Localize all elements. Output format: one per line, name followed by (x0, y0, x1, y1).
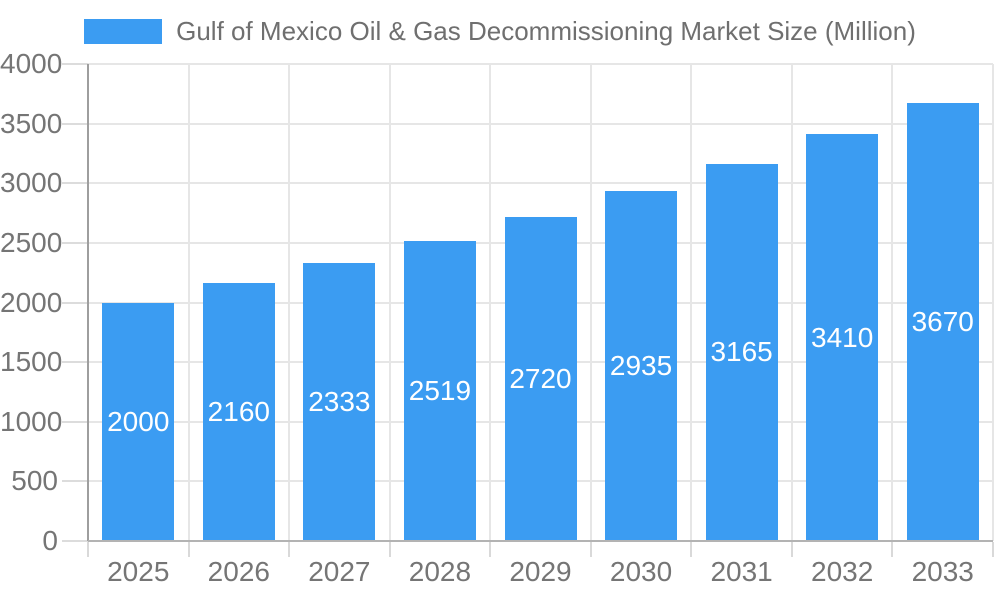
y-axis-tick-label: 4000 (0, 48, 63, 79)
y-axis-tick-label: 3500 (0, 107, 63, 139)
bar-2032: 3410 (806, 134, 879, 541)
v-gridline (489, 64, 492, 541)
y-axis-tick-label: 3000 (0, 167, 63, 199)
y-axis-tick-label: 0 (42, 525, 58, 556)
bar-2029: 2720 (504, 216, 577, 541)
y-axis-tick-label: 1500 (0, 346, 63, 378)
bar-2028: 2519 (403, 240, 476, 541)
x-axis-tick (690, 542, 693, 557)
x-axis-tick (288, 542, 291, 557)
v-gridline (891, 64, 894, 541)
h-gridline (88, 63, 993, 65)
bar-value-label: 3165 (710, 336, 773, 368)
y-axis-tick-label: 1000 (0, 405, 63, 437)
x-axis-tick-label: 2031 (710, 556, 773, 587)
bar-2027: 2333 (303, 262, 376, 541)
y-axis-tick (62, 182, 88, 185)
y-axis-tick (62, 361, 88, 364)
bar-2033: 3670 (906, 103, 979, 541)
v-gridline (790, 64, 793, 541)
x-axis-tick-label: 2025 (107, 556, 170, 587)
bar-value-label: 2333 (308, 385, 371, 417)
x-axis-tick (388, 542, 391, 557)
h-gridline (88, 122, 993, 125)
legend: Gulf of Mexico Oil & Gas Decommissioning… (0, 16, 1000, 47)
x-axis-tick-label: 2027 (308, 556, 371, 587)
x-axis-tick (489, 542, 492, 557)
x-axis-tick (891, 542, 894, 557)
bar-value-label: 3670 (911, 306, 974, 338)
y-axis-tick (62, 63, 88, 65)
bar-2031: 3165 (705, 163, 778, 541)
v-gridline (992, 64, 994, 541)
x-axis-tick (187, 542, 190, 557)
y-axis-tick (62, 122, 88, 125)
bar-2026: 2160 (202, 283, 275, 541)
y-axis-tick (62, 480, 88, 483)
bar-value-label: 2935 (609, 350, 673, 381)
x-axis-tick-label: 2029 (509, 556, 572, 587)
v-gridline (589, 64, 592, 541)
h-gridline (88, 182, 993, 185)
y-axis-tick (62, 301, 88, 304)
x-axis-tick (790, 542, 793, 557)
y-axis-line (87, 64, 89, 541)
x-axis-tick (589, 542, 592, 557)
x-axis-tick (87, 542, 89, 557)
chart-title: Gulf of Mexico Oil & Gas Decommissioning… (176, 16, 916, 46)
y-axis-tick (62, 420, 88, 423)
bar-2025: 2000 (102, 302, 175, 541)
plot-area: 2000 2160 2333 2519 2720 2935 3165 3410 3670 (88, 63, 994, 541)
bar-2030: 2935 (605, 191, 678, 541)
bar-value-label: 3410 (811, 321, 874, 353)
legend-swatch (84, 19, 163, 44)
bar-value-label: 2519 (408, 374, 472, 406)
y-axis-tick (62, 540, 88, 542)
v-gridline (288, 64, 291, 541)
x-axis-tick-label: 2032 (811, 556, 874, 587)
bar-value-label: 2000 (107, 405, 170, 437)
x-axis-line (88, 540, 993, 542)
y-axis-tick-label: 500 (11, 465, 58, 497)
x-axis-tick-label: 2033 (911, 556, 974, 587)
x-axis-tick-label: 2026 (207, 556, 270, 587)
x-axis-tick-label: 2028 (408, 556, 472, 587)
v-gridline (187, 64, 190, 541)
x-axis-tick-label: 2030 (609, 556, 673, 587)
bar-value-label: 2160 (207, 396, 270, 428)
y-axis-tick-label: 2000 (0, 286, 63, 318)
y-axis-tick-label: 2500 (0, 226, 63, 258)
x-axis-tick (992, 542, 994, 557)
v-gridline (388, 64, 391, 541)
y-axis-tick (62, 241, 88, 244)
bar-value-label: 2720 (509, 362, 572, 394)
v-gridline (690, 64, 693, 541)
